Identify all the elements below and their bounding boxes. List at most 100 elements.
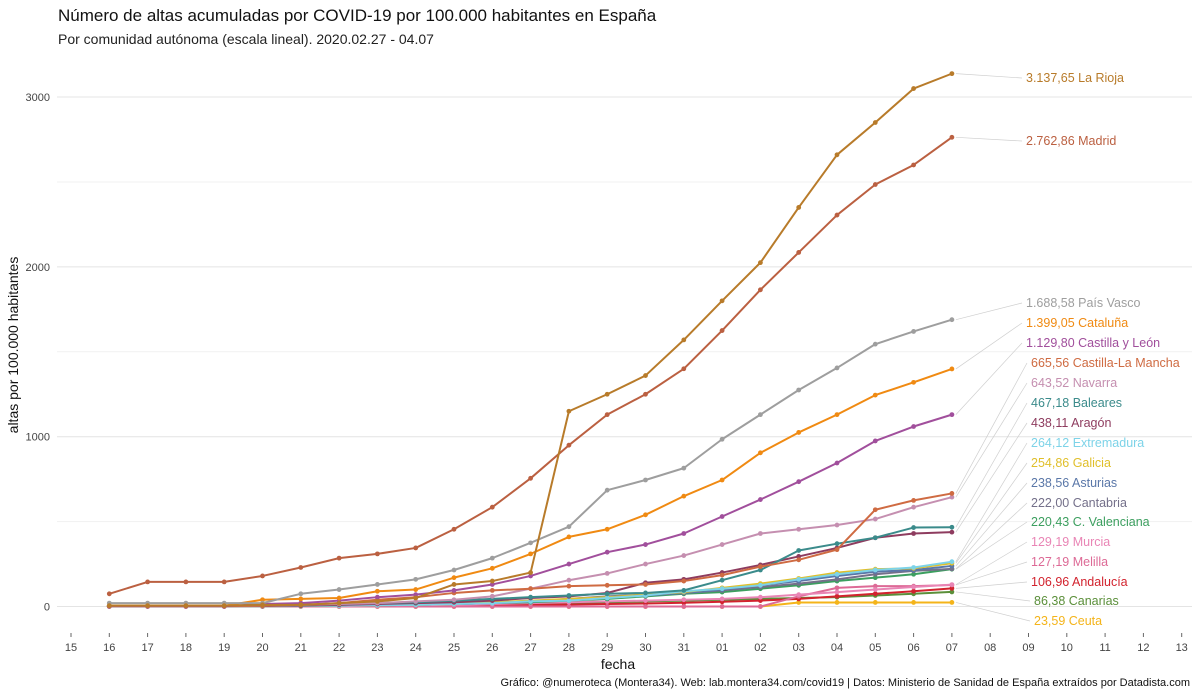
data-point	[949, 589, 955, 595]
series-label: 467,18 Baleares	[1031, 396, 1122, 410]
data-point	[489, 587, 495, 593]
data-point	[681, 366, 687, 372]
data-point	[949, 529, 955, 535]
data-point	[566, 604, 572, 609]
label-leader-line	[955, 502, 1028, 570]
data-point	[604, 571, 610, 576]
label-leader-line	[955, 73, 1023, 79]
series-label: 222,00 Cantabria	[1031, 496, 1127, 510]
data-point	[566, 534, 572, 540]
label-leader-line	[955, 302, 1023, 321]
data-point	[911, 162, 916, 168]
data-point	[413, 592, 419, 598]
x-tick-label: 12	[1137, 642, 1149, 654]
series-label: 2.762,86 Madrid	[1026, 134, 1116, 148]
data-point	[681, 465, 687, 471]
data-point	[758, 412, 763, 418]
data-point	[375, 594, 380, 600]
x-tick-label: 31	[678, 642, 690, 654]
data-point	[566, 593, 572, 598]
data-point	[566, 583, 572, 589]
x-tick-label: 23	[371, 642, 383, 654]
x-axis-ticks: 15 16 17 18 19 20 21 22 23 24 25 26 27 28 29 30 31 01 02 03…	[65, 633, 1188, 654]
data-point	[604, 591, 610, 597]
data-point	[796, 554, 802, 559]
data-point	[260, 597, 265, 603]
data-point	[758, 450, 763, 456]
data-point	[528, 540, 533, 546]
data-point	[834, 585, 840, 591]
series-label: 23,59 Ceuta	[1034, 614, 1102, 628]
x-tick-label: 28	[563, 642, 575, 654]
series-la-rioja	[106, 71, 955, 609]
data-point	[183, 579, 189, 585]
data-point	[566, 577, 572, 583]
data-point	[413, 545, 419, 551]
label-leader-line	[955, 442, 1028, 562]
data-point	[949, 582, 955, 588]
series-castilla-y-le-n	[106, 412, 955, 609]
label-leaders	[955, 73, 1031, 622]
data-point	[566, 561, 572, 567]
data-point	[528, 586, 533, 592]
data-point	[106, 591, 112, 597]
label-leader-line	[955, 136, 1023, 142]
data-point	[949, 71, 955, 77]
data-point	[336, 595, 342, 601]
data-point	[489, 593, 495, 599]
data-point	[681, 553, 687, 558]
data-point	[834, 589, 840, 595]
series-label: 3.137,65 La Rioja	[1026, 71, 1124, 85]
data-point	[872, 341, 878, 347]
data-point	[872, 591, 878, 597]
data-point	[911, 588, 916, 594]
label-leader-line	[955, 602, 1031, 622]
data-point	[451, 526, 457, 532]
data-point	[949, 494, 955, 500]
data-point	[872, 392, 878, 398]
data-point	[643, 373, 648, 378]
data-point	[949, 559, 955, 565]
data-point	[911, 424, 916, 429]
data-point	[260, 602, 265, 608]
data-point	[758, 531, 763, 536]
data-point	[643, 598, 648, 603]
chart-title: Número de altas acumuladas por COVID-19 …	[58, 6, 657, 25]
data-point	[489, 582, 495, 587]
data-point	[949, 317, 955, 323]
data-point	[949, 585, 955, 591]
data-point	[834, 571, 840, 577]
series-label: 220,43 C. Valenciana	[1031, 515, 1150, 529]
x-tick-label: 26	[486, 642, 498, 654]
data-point	[336, 587, 342, 592]
data-point	[604, 487, 610, 493]
source-caption: Gráfico: @numeroteca (Montera34). Web: l…	[500, 677, 1190, 689]
data-point	[758, 287, 763, 293]
data-point	[413, 587, 419, 592]
y-tick-label: 3000	[26, 92, 50, 104]
data-point	[911, 531, 916, 536]
data-point	[221, 579, 227, 585]
data-point	[872, 587, 878, 592]
label-leader-line	[955, 422, 1028, 533]
data-point	[796, 548, 802, 553]
data-point	[528, 599, 533, 604]
chart-subtitle: Por comunidad autónoma (escala lineal). …	[58, 31, 434, 47]
label-leader-line	[955, 521, 1028, 570]
data-point	[796, 387, 802, 393]
data-point	[834, 600, 840, 605]
data-point	[872, 507, 878, 513]
data-point	[911, 600, 916, 605]
data-point	[528, 570, 533, 575]
data-point	[375, 599, 380, 604]
data-point	[489, 578, 495, 584]
data-point	[758, 260, 763, 266]
series-label: 665,56 Castilla-La Mancha	[1031, 356, 1180, 370]
data-point	[489, 555, 495, 561]
data-point	[643, 590, 648, 596]
data-point	[911, 497, 916, 503]
label-leader-line	[955, 322, 1023, 370]
x-tick-label: 24	[410, 642, 422, 654]
data-point	[872, 535, 878, 541]
data-point	[796, 576, 802, 582]
